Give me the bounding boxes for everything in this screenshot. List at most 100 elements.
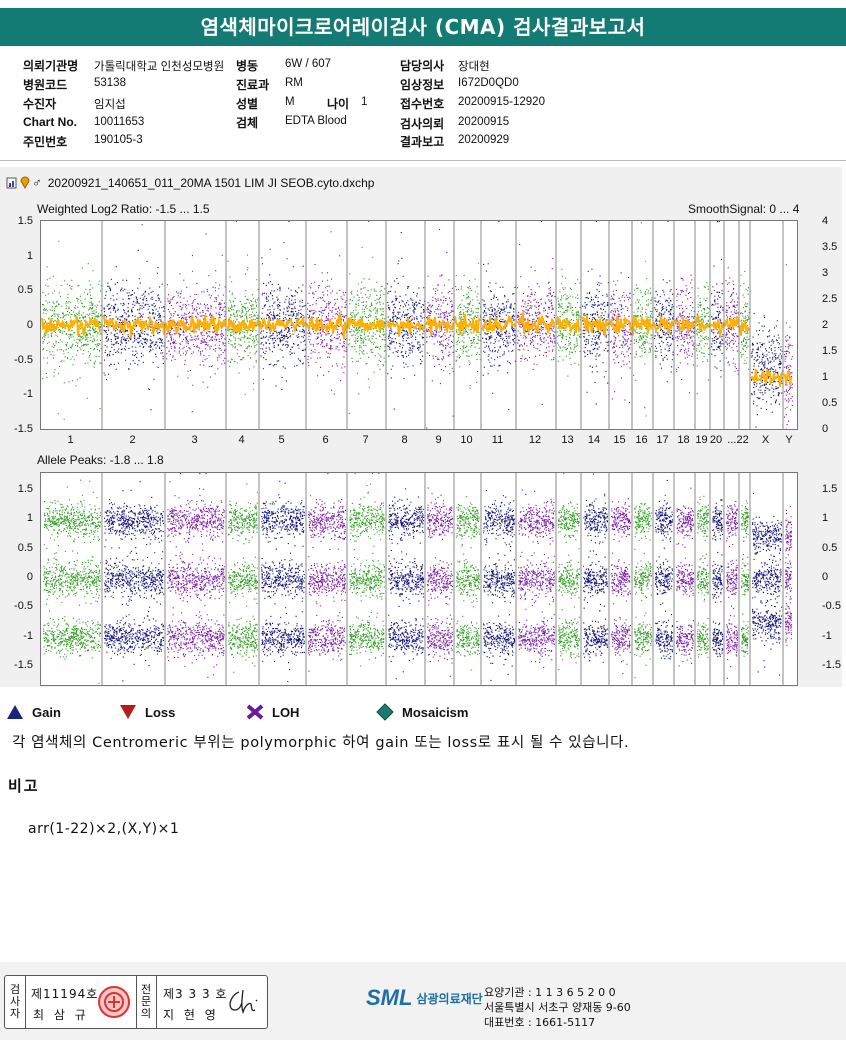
- log2-y-tick: 0: [26, 319, 33, 331]
- smooth-y2-tick: 1: [822, 371, 829, 383]
- allele-segment-9: [424, 473, 454, 685]
- chromosome-segment-12: [515, 221, 556, 429]
- allele-points: [712, 499, 724, 657]
- probe-points: [260, 221, 306, 390]
- chromosome-segment-19: [694, 221, 710, 429]
- examiner-name: 최 삼 규: [33, 1008, 89, 1022]
- chromosome-segment-18: [673, 221, 696, 429]
- smooth-signal-line: [259, 317, 306, 334]
- smooth-signal-line: [481, 315, 516, 334]
- field-label: 결과보고: [400, 135, 445, 149]
- field-label: 의뢰기관명: [23, 59, 79, 73]
- probe-points: [517, 221, 556, 405]
- smooth-signal-line: [516, 312, 555, 334]
- allele-segment-17: [652, 473, 673, 685]
- specialist-license: 제3 3 3 호: [163, 987, 228, 1001]
- allele-points: [261, 480, 305, 685]
- divider: [136, 976, 137, 1028]
- field-value: I672D0QD0: [458, 77, 519, 89]
- field-label: 담당의사: [400, 59, 445, 73]
- smooth-signal-line: [581, 315, 609, 339]
- field-label: 진료과: [236, 78, 270, 92]
- allele-points: [104, 481, 165, 685]
- chromosome-segment-15: [608, 221, 632, 429]
- centromere-note: 각 염색체의 Centromeric 부위는 polymorphic 하여 ga…: [12, 735, 630, 751]
- field-value: 임지섭: [94, 99, 126, 111]
- chromosome-segment-9: [424, 221, 455, 429]
- smooth-signal-line: [386, 317, 425, 337]
- file-chart-icon: [6, 177, 17, 188]
- field-value: M: [285, 96, 295, 108]
- allele-y-tick: -1: [23, 629, 33, 642]
- chromosome-segment-20: [709, 221, 724, 429]
- chromosome-label: ...22: [727, 434, 749, 446]
- allele-points: [518, 489, 555, 668]
- chromosome-segment-16: [631, 221, 653, 429]
- mosaicism-diamond-icon: [376, 703, 394, 721]
- log2-y-tick: -0.5: [14, 353, 33, 366]
- chromosome-segment-6: [305, 221, 348, 429]
- chromosome-label: 20: [709, 434, 723, 446]
- smooth-y2-tick: 3.5: [822, 241, 838, 253]
- field-label: Chart No.: [23, 115, 77, 129]
- chromosome-label: 3: [191, 434, 198, 446]
- loh-x-icon: [246, 704, 264, 720]
- allele-segment-21: [723, 473, 738, 685]
- probe-points: [348, 221, 386, 414]
- smooth-signal-line: [739, 320, 750, 336]
- allele-y2-tick: -1.5: [822, 659, 841, 672]
- smooth-signal-line: [750, 368, 783, 387]
- legend-loh: LOH: [246, 702, 299, 722]
- legend-label: Loss: [145, 704, 176, 720]
- smooth-signal-line: [556, 315, 581, 334]
- chromosome-segment-8: [385, 221, 426, 429]
- log2-y-tick: -1.5: [14, 423, 33, 435]
- field-label: 수진자: [23, 97, 57, 111]
- smooth-y2-tick: 0: [822, 423, 829, 435]
- allele-y2-tick: 1: [822, 512, 829, 525]
- chromosome-segment-2: [101, 221, 166, 429]
- smooth-y2-tick: 2: [822, 319, 829, 331]
- allele-segment-22: [738, 473, 750, 685]
- probe-points: [42, 240, 102, 420]
- log2-y-tick: -1: [23, 388, 33, 401]
- chromosome-label: 2: [129, 434, 136, 446]
- smooth-signal-line: [653, 316, 674, 334]
- chromosome-label: 5: [278, 434, 285, 446]
- examiner-license: 제11194호: [31, 987, 99, 1001]
- probe-points: [675, 274, 696, 394]
- allele-y-tick: 0.5: [17, 541, 33, 554]
- male-icon: ♂: [32, 175, 42, 190]
- allele-segment-2: [101, 473, 165, 685]
- chromosome-label: 15: [613, 434, 626, 446]
- field-value: RM: [285, 77, 303, 89]
- allele-points: [676, 487, 694, 667]
- chromosome-label: 4: [238, 434, 245, 446]
- log2-ratio-caption: Weighted Log2 Ratio: -1.5 ... 1.5: [37, 202, 210, 216]
- chromosome-label: 12: [528, 434, 542, 446]
- chromosome-segment-Y: [782, 221, 793, 429]
- allele-segment-3: [164, 473, 226, 685]
- smooth-signal-line: [724, 316, 739, 329]
- specialist-label: 전문의: [140, 983, 152, 1020]
- smooth-signal-line: [306, 312, 347, 340]
- sml-logo: SML: [366, 985, 413, 1010]
- chromosome-segment-21: [723, 221, 739, 429]
- smooth-signal-line: [632, 314, 653, 336]
- allele-points: [349, 473, 386, 667]
- smooth-y2-tick: 2.5: [822, 293, 838, 305]
- allele-segment-12: [515, 473, 555, 685]
- allele-points: [741, 500, 750, 657]
- report-title: 염색체마이크로어레이검사 (CMA) 검사결과보고서: [0, 8, 846, 46]
- chromosome-label: 11: [491, 434, 504, 446]
- remarks-heading: 비고: [8, 777, 40, 795]
- allele-segment-8: [385, 473, 425, 685]
- handwritten-signature: [229, 989, 258, 1015]
- chromosome-segment-10: [453, 221, 482, 429]
- field-label: 검체: [236, 116, 259, 130]
- specialist-name: 지 현 영: [163, 1008, 219, 1022]
- field-label: 임상정보: [400, 78, 445, 92]
- field-label: 나이: [327, 97, 350, 111]
- allele-y-tick: 0: [26, 571, 33, 583]
- institution-address: 서울특별시 서초구 양재동 9-60: [484, 1001, 631, 1014]
